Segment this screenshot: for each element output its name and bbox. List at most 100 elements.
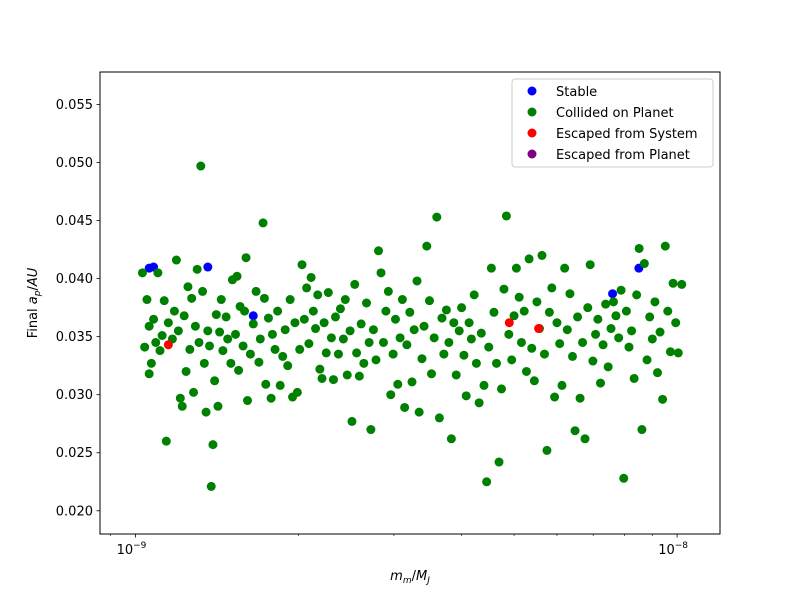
legend-label-escaped-from-planet: Escaped from Planet	[556, 148, 690, 163]
point-collided-on-planet	[189, 387, 199, 397]
point-collided-on-planet	[175, 393, 185, 403]
point-collided-on-planet	[627, 326, 637, 336]
point-collided-on-planet	[323, 288, 333, 298]
point-collided-on-planet	[368, 325, 378, 335]
point-collided-on-planet	[342, 370, 352, 380]
point-collided-on-planet	[484, 342, 494, 352]
point-collided-on-planet	[248, 319, 258, 329]
point-collided-on-planet	[489, 307, 499, 317]
point-collided-on-planet	[645, 312, 655, 322]
point-collided-on-planet	[469, 290, 479, 300]
point-collided-on-planet	[653, 368, 662, 378]
point-collided-on-planet	[352, 348, 362, 358]
point-collided-on-planet	[414, 407, 424, 417]
point-collided-on-planet	[210, 376, 220, 386]
point-collided-on-planet	[570, 426, 580, 436]
point-collided-on-planet	[259, 293, 269, 303]
point-collided-on-planet	[266, 393, 276, 403]
point-collided-on-planet	[364, 337, 374, 347]
point-collided-on-planet	[213, 401, 223, 411]
y-tick-label: 0.025	[56, 446, 93, 461]
point-collided-on-planet	[356, 319, 366, 329]
point-collided-on-planet	[606, 324, 616, 334]
point-collided-on-planet	[299, 314, 309, 324]
point-collided-on-planet	[614, 333, 624, 343]
point-collided-on-planet	[482, 477, 492, 487]
point-collided-on-planet	[624, 342, 634, 352]
point-collided-on-planet	[223, 334, 233, 344]
point-collided-on-planet	[547, 283, 557, 293]
point-collided-on-planet	[519, 306, 529, 316]
point-escaped-from-system	[504, 318, 514, 328]
point-collided-on-planet	[647, 334, 657, 344]
point-collided-on-planet	[218, 346, 228, 356]
y-tick-label: 0.040	[56, 272, 93, 287]
y-tick-label: 0.030	[56, 388, 93, 403]
point-collided-on-planet	[171, 255, 181, 265]
point-collided-on-planet	[663, 306, 673, 316]
point-collided-on-planet	[254, 357, 264, 367]
point-collided-on-planet	[552, 318, 562, 328]
point-collided-on-planet	[302, 283, 312, 293]
point-collided-on-planet	[511, 263, 521, 273]
point-collided-on-planet	[169, 306, 179, 316]
point-collided-on-planet	[383, 286, 393, 296]
point-collided-on-planet	[507, 355, 517, 365]
legend-label-escaped-from-system: Escaped from System	[556, 127, 698, 142]
point-collided-on-planet	[501, 211, 511, 221]
point-collided-on-planet	[297, 260, 307, 270]
plot-area-frame	[99, 71, 721, 535]
point-collided-on-planet	[642, 355, 652, 365]
point-collided-on-planet	[330, 312, 340, 322]
point-collided-on-planet	[405, 307, 415, 317]
point-collided-on-planet	[419, 321, 429, 331]
x-tick-label: 10−8	[658, 541, 688, 558]
point-collided-on-planet	[601, 299, 611, 309]
point-collided-on-planet	[537, 250, 547, 260]
point-collided-on-planet	[226, 358, 236, 368]
legend-marker-stable	[527, 86, 537, 96]
point-collided-on-planet	[573, 312, 583, 322]
x-axis-label: mm/MJ	[390, 569, 430, 586]
point-collided-on-planet	[194, 337, 204, 347]
point-collided-on-planet	[374, 246, 384, 256]
point-collided-on-planet	[429, 333, 439, 343]
point-collided-on-planet	[151, 337, 161, 347]
point-collided-on-planet	[474, 398, 484, 408]
point-collided-on-planet	[245, 349, 255, 359]
point-collided-on-planet	[660, 241, 670, 251]
point-collided-on-planet	[629, 373, 639, 383]
point-collided-on-planet	[451, 370, 461, 380]
point-collided-on-planet	[208, 440, 218, 450]
point-collided-on-planet	[578, 337, 588, 347]
point-collided-on-planet	[409, 325, 419, 335]
legend-label-stable: Stable	[556, 85, 597, 100]
point-collided-on-planet	[464, 318, 474, 328]
y-tick-label: 0.045	[56, 214, 93, 229]
point-collided-on-planet	[306, 272, 316, 282]
point-collided-on-planet	[393, 379, 403, 389]
point-collided-on-planet	[400, 402, 410, 412]
point-collided-on-planet	[459, 350, 469, 360]
point-collided-on-planet	[319, 318, 329, 328]
point-collided-on-planet	[550, 392, 560, 402]
point-collided-on-planet	[461, 391, 471, 401]
point-collided-on-planet	[179, 311, 189, 321]
point-collided-on-planet	[446, 434, 456, 444]
point-collided-on-planet	[476, 328, 486, 338]
point-collided-on-planet	[639, 259, 649, 269]
point-collided-on-planet	[454, 326, 464, 336]
point-collided-on-planet	[424, 296, 434, 306]
point-collided-on-planet	[555, 339, 565, 349]
point-collided-on-planet	[185, 344, 195, 354]
point-collided-on-planet	[673, 348, 683, 358]
point-collided-on-planet	[308, 306, 318, 316]
point-collided-on-planet	[583, 303, 593, 313]
point-collided-on-planet	[231, 329, 241, 339]
point-collided-on-planet	[516, 337, 526, 347]
point-collided-on-planet	[234, 365, 244, 375]
point-collided-on-planet	[211, 310, 221, 320]
x-tick-label: 10−9	[117, 541, 147, 558]
point-collided-on-planet	[655, 327, 665, 337]
point-collided-on-planet	[311, 324, 321, 334]
